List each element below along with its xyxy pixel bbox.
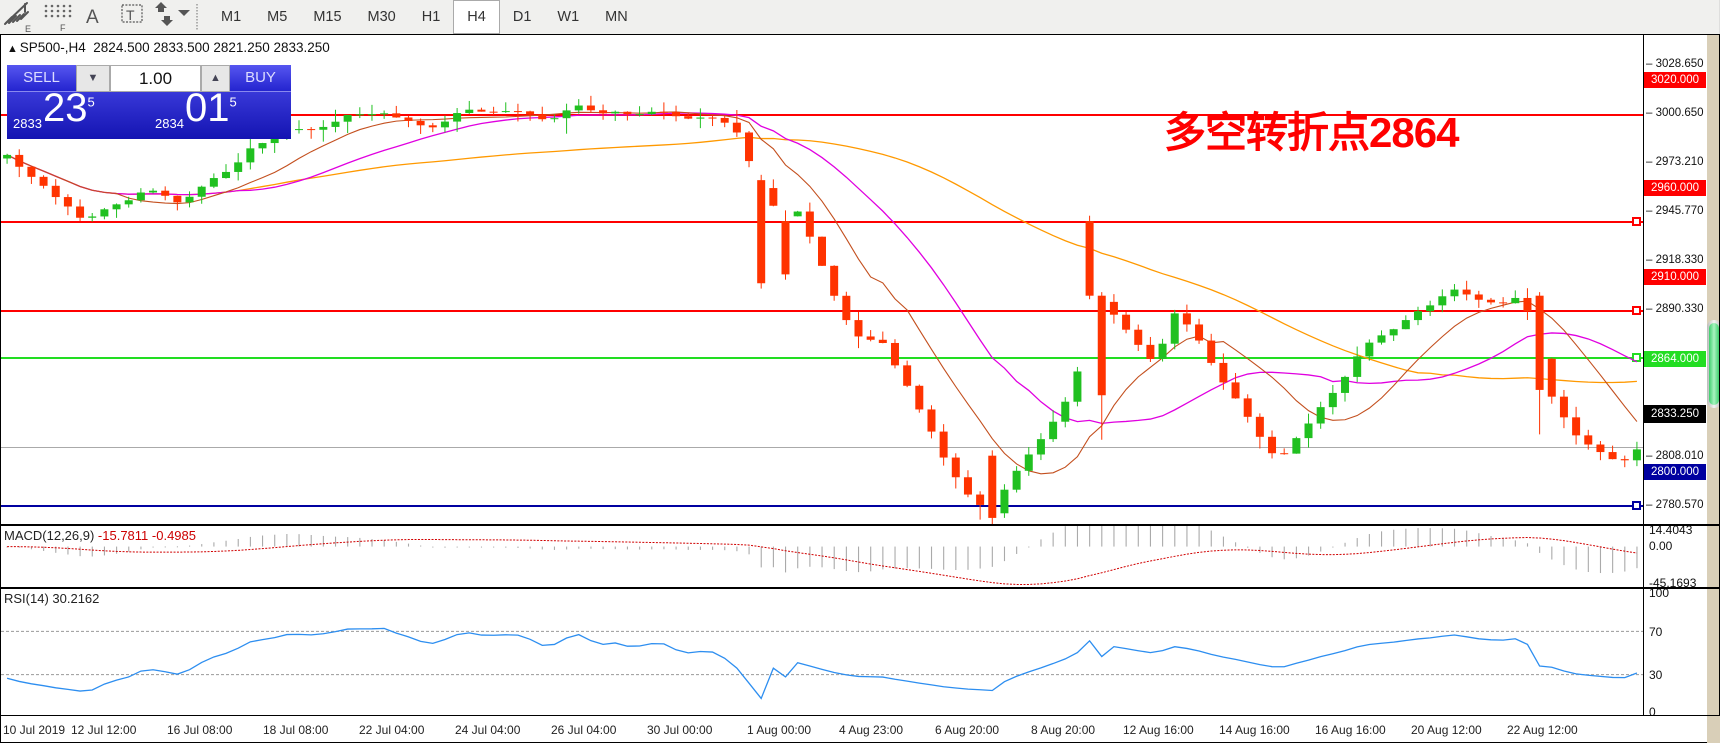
svg-text:A: A (86, 7, 99, 28)
svg-text:F: F (60, 23, 66, 33)
svg-text:T: T (126, 7, 135, 23)
svg-text:E: E (25, 24, 31, 34)
